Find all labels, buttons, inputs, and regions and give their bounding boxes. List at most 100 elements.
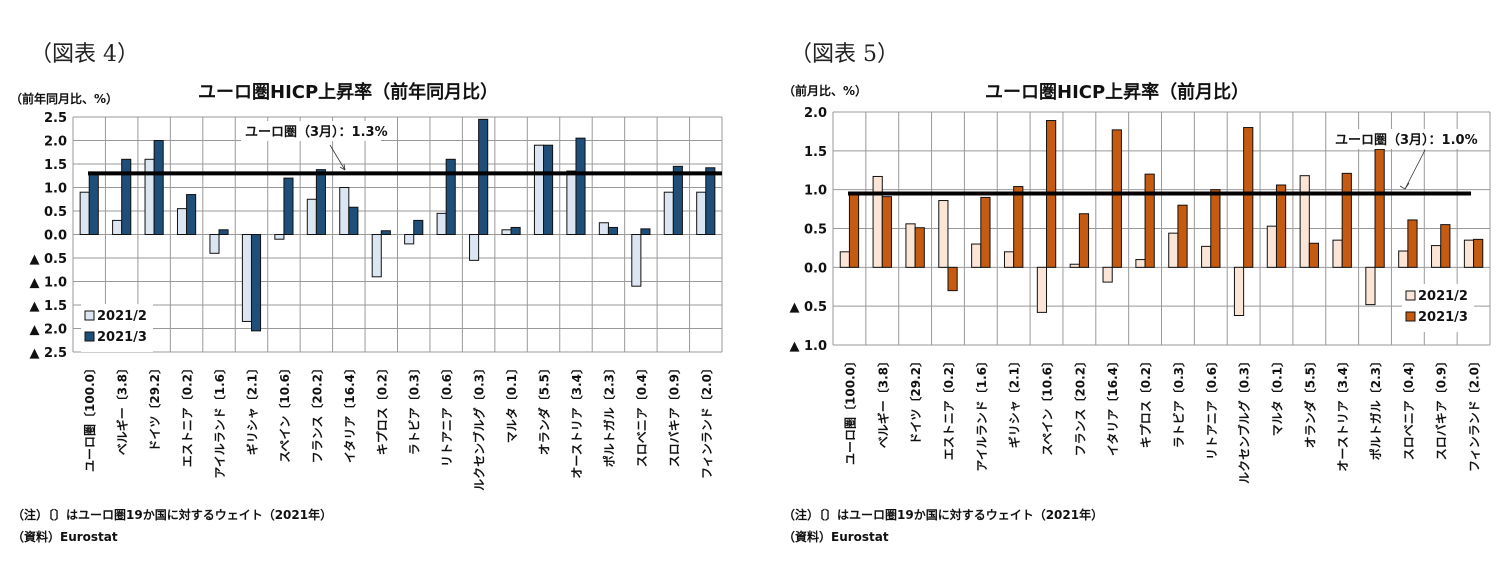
bar-2021-2-6	[1036, 266, 1048, 313]
bar-2021-2-17	[631, 234, 642, 287]
legend-swatch	[84, 331, 95, 342]
unit-label-4: （前年同月比、%）	[10, 92, 119, 106]
category-label: ルクセンブルグ〔0.3〕	[472, 362, 487, 491]
category-label: ユーロ圏〔100.0〕	[842, 355, 857, 465]
annotation-bg	[241, 121, 381, 141]
bar-2021-2-8	[339, 187, 350, 235]
category-label: マルタ〔0.1〕	[504, 362, 519, 443]
category-label: ポルトガル〔2.3〕	[1368, 355, 1383, 460]
category-label: ベルギー〔3.8〕	[875, 355, 890, 448]
y-tick-label: ▲ 1.0	[789, 339, 827, 354]
y-tick-label: 0.0	[804, 261, 827, 276]
bar-2021-3-19	[705, 167, 716, 235]
bar-2021-3-18	[1440, 224, 1451, 268]
bar-2021-3-17	[1407, 219, 1418, 268]
bar-2021-2-11	[436, 212, 447, 236]
y-tick-label: 2.5	[44, 111, 67, 126]
bar-2021-2-4	[971, 243, 982, 268]
figure-label-4: （図表 4）	[30, 42, 139, 67]
bar-2021-3-0	[88, 172, 99, 235]
bar-2021-3-7	[1078, 213, 1090, 268]
bar-2021-2-0	[839, 251, 850, 268]
bar-2021-2-12	[469, 234, 480, 261]
category-label: ルクセンブルグ〔0.3〕	[1237, 355, 1252, 484]
category-label: スロベニア〔0.4〕	[1401, 355, 1416, 460]
bar-2021-2-1	[872, 175, 883, 268]
y-tick-label: ▲ 1.0	[29, 276, 67, 291]
category-label: ラトビア〔0.3〕	[1171, 355, 1186, 448]
note-4: （注）〔〕はユーロ圏19か国に対するウェイト（2021年）	[12, 508, 333, 522]
y-tick-label: 1.0	[44, 182, 67, 197]
y-tick-label: ▲ 0.5	[789, 300, 827, 315]
y-tick-label: 0.0	[44, 229, 67, 244]
category-label: アイルランド〔1.6〕	[974, 355, 989, 472]
legend-label: 2021/2	[97, 309, 147, 324]
category-label: ポルトガル〔2.3〕	[601, 362, 616, 467]
bar-2021-2-14	[1299, 175, 1310, 268]
bar-2021-2-10	[404, 234, 415, 245]
y-tick-label: 0.5	[804, 223, 827, 238]
bar-2021-3-14	[543, 144, 554, 235]
category-label: キプロス〔0.2〕	[1138, 355, 1153, 448]
reference-annotation: ユーロ圏（3月）：1.0%	[1335, 132, 1478, 148]
category-label: ユーロ圏〔100.0〕	[82, 362, 97, 472]
bar-2021-3-6	[283, 177, 294, 236]
category-label: ラトビア〔0.3〕	[407, 362, 422, 455]
bar-2021-2-16	[598, 222, 609, 235]
bar-2021-2-9	[1135, 259, 1146, 268]
y-tick-label: 2.0	[804, 106, 827, 121]
bar-2021-2-11	[1201, 245, 1212, 268]
legend-label: 2021/2	[1418, 289, 1468, 304]
y-tick-label: 1.5	[44, 158, 67, 173]
category-label: スペイン〔10.6〕	[277, 362, 292, 463]
bar-2021-3-4	[218, 229, 229, 236]
bar-2021-2-19	[696, 191, 707, 235]
annotation-arrow	[329, 144, 346, 171]
y-tick-label: 1.5	[804, 145, 827, 160]
bar-2021-3-11	[445, 158, 456, 235]
bar-2021-2-7	[306, 198, 317, 235]
y-tick-label: ▲ 2.5	[29, 346, 67, 361]
category-label: オーストリア〔3.4〕	[1335, 355, 1350, 472]
bar-2021-3-9	[1144, 173, 1155, 268]
category-label: オランダ〔5.5〕	[1302, 355, 1317, 448]
bar-2021-3-16	[1374, 148, 1385, 268]
bar-2021-2-10	[1168, 232, 1179, 268]
annotation-bg	[1331, 129, 1471, 149]
category-label: フランス〔20.2〕	[1072, 355, 1087, 456]
category-label: スロベニア〔0.4〕	[634, 362, 649, 467]
bar-2021-3-5	[1013, 186, 1024, 268]
bar-2021-2-9	[371, 234, 382, 278]
bar-2021-2-18	[663, 191, 674, 235]
bar-2021-2-12	[1233, 266, 1245, 316]
bar-2021-2-16	[1365, 266, 1376, 306]
category-label: ギリシャ〔2.1〕	[1007, 355, 1022, 448]
bar-2021-3-17	[640, 228, 651, 236]
category-label: エストニア〔0.2〕	[180, 362, 195, 467]
y-tick-label: 1.0	[804, 184, 827, 199]
category-label: スロバキア〔0.9〕	[666, 362, 681, 467]
bar-2021-3-15	[575, 137, 586, 235]
category-label: フィンランド〔2.0〕	[1467, 355, 1482, 472]
bar-2021-3-11	[1210, 189, 1221, 268]
bar-2021-3-7	[315, 169, 326, 235]
bar-2021-2-2	[144, 158, 155, 235]
chart-title-4: ユーロ圏HICP上昇率（前年同月比）	[198, 82, 499, 103]
category-label: リトアニア〔0.6〕	[1204, 355, 1219, 460]
category-label: イタリア〔16.4〕	[342, 362, 357, 463]
bar-2021-3-9	[380, 230, 391, 236]
bar-2021-3-3	[186, 194, 197, 236]
bar-2021-3-2	[153, 140, 164, 235]
source-4: （資料）Eurostat	[12, 530, 118, 544]
bar-2021-2-8	[1102, 266, 1113, 283]
category-label: キプロス〔0.2〕	[374, 362, 389, 455]
bar-2021-3-8	[348, 206, 359, 236]
chart-title-5: ユーロ圏HICP上昇率（前月比）	[985, 82, 1250, 103]
chart-5: 2.0 1.5 1.0 0.5 0.0 ▲ 0.5 ▲ 1.0 ユーロ圏〔100.0〕 ベルギー…	[789, 106, 1491, 484]
category-label: ドイツ〔29.2〕	[908, 355, 923, 445]
bar-2021-3-4	[980, 196, 991, 268]
bar-2021-3-14	[1308, 242, 1320, 268]
annotation-arrow	[1404, 149, 1426, 190]
bar-2021-2-19	[1463, 239, 1475, 268]
